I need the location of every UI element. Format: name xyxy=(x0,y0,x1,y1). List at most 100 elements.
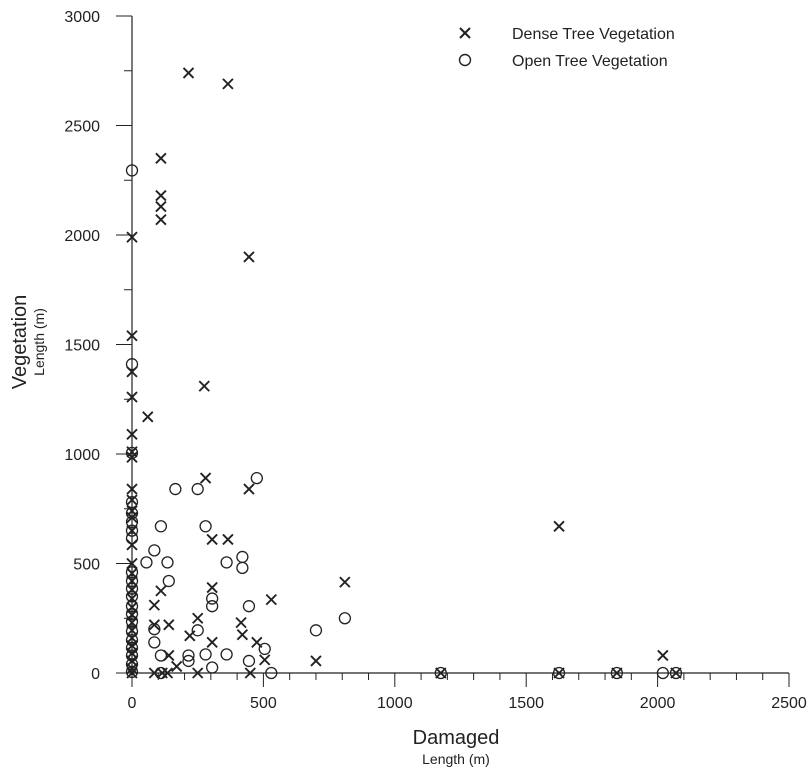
open-point xyxy=(125,615,139,628)
open-point xyxy=(148,623,161,636)
x-tick-label: 2500 xyxy=(771,695,807,712)
open-point xyxy=(162,574,175,588)
open-point xyxy=(125,607,139,621)
y-tick-label: 2500 xyxy=(64,119,100,136)
legend-label-open: Open Tree Vegetation xyxy=(512,53,668,70)
dense-point xyxy=(199,472,212,484)
legend: Dense Tree Vegetation Open Tree Vegetati… xyxy=(458,26,675,70)
open-point xyxy=(199,520,212,533)
dense-point xyxy=(553,520,565,532)
dense-point xyxy=(192,612,204,624)
dense-point xyxy=(126,662,138,675)
open-point xyxy=(236,550,249,564)
open-point xyxy=(148,544,161,557)
open-point xyxy=(242,600,256,613)
y-tick-label: 0 xyxy=(91,666,100,683)
open-point xyxy=(125,649,139,662)
open-point xyxy=(242,654,256,668)
x-tick-label: 1000 xyxy=(377,695,413,712)
open-point xyxy=(125,600,139,613)
open-point xyxy=(140,556,153,569)
open-point xyxy=(191,482,204,496)
data-points xyxy=(125,67,683,680)
x-tick-label: 1500 xyxy=(508,695,544,712)
dense-point xyxy=(265,593,277,606)
open-point xyxy=(125,582,139,595)
dense-point xyxy=(155,585,167,597)
dense-point xyxy=(244,667,256,679)
open-point xyxy=(125,524,139,537)
dense-point xyxy=(126,483,138,495)
dense-point xyxy=(198,380,210,392)
open-point xyxy=(220,648,233,661)
open-point xyxy=(169,482,182,496)
open-point xyxy=(161,556,174,569)
open-point xyxy=(125,625,139,638)
open-point xyxy=(552,666,566,680)
tick-group: 0 500 1000 1500 2000 2500 0 500 1000 1500 2000 2500… xyxy=(64,9,806,712)
y-axis-subtitle: Length (m) xyxy=(31,308,47,376)
x-tick-label: 0 xyxy=(128,695,137,712)
open-point xyxy=(309,624,323,637)
dense-point xyxy=(148,599,161,611)
open-point xyxy=(125,574,139,588)
dense-point xyxy=(126,231,138,243)
open-point xyxy=(154,666,168,680)
dense-point xyxy=(235,616,247,629)
dense-point xyxy=(206,533,218,546)
dense-point xyxy=(184,630,196,642)
dense-point xyxy=(126,451,138,463)
open-point xyxy=(206,592,219,605)
open-point xyxy=(236,561,249,575)
open-point xyxy=(250,471,263,485)
open-point xyxy=(148,636,161,649)
legend-label-dense: Dense Tree Vegetation xyxy=(512,26,675,43)
open-point xyxy=(125,634,139,647)
open-point xyxy=(125,658,139,671)
dense-point xyxy=(657,649,669,662)
open-point xyxy=(258,642,271,656)
y-axis-title: Vegetation xyxy=(9,295,31,390)
dense-point xyxy=(155,152,167,165)
open-point xyxy=(338,612,352,625)
dense-point xyxy=(163,619,175,631)
dense-point xyxy=(182,67,195,79)
open-point xyxy=(206,661,219,674)
dense-point xyxy=(126,494,138,506)
open-point xyxy=(656,666,670,680)
open-point xyxy=(434,666,447,680)
open-point xyxy=(125,665,139,679)
y-tick-label: 2000 xyxy=(64,228,100,245)
open-point xyxy=(125,446,139,460)
dense-point xyxy=(243,251,255,263)
open-point xyxy=(669,666,683,680)
axes xyxy=(131,16,789,674)
dense-point xyxy=(206,636,218,649)
dense-point xyxy=(126,557,138,570)
open-point xyxy=(220,556,233,569)
open-point xyxy=(154,520,168,533)
open-point xyxy=(125,506,139,520)
open-point xyxy=(610,666,624,680)
dense-point xyxy=(259,654,271,666)
y-tick-label: 1500 xyxy=(64,338,100,355)
dense-point xyxy=(222,533,234,546)
x-tick-label: 2000 xyxy=(640,695,676,712)
legend-marker-open xyxy=(458,53,472,67)
dense-point xyxy=(148,619,161,631)
legend-marker-dense xyxy=(459,27,471,39)
dense-point xyxy=(310,655,322,667)
open-point xyxy=(199,648,212,661)
open-point xyxy=(265,666,278,680)
dense-point xyxy=(553,667,565,679)
open-point xyxy=(125,164,139,177)
dense-point xyxy=(243,483,255,495)
open-point xyxy=(182,654,195,668)
dense-point xyxy=(126,391,138,403)
dense-point xyxy=(142,411,154,423)
dense-point xyxy=(192,667,204,679)
dense-point xyxy=(171,660,183,673)
dense-point xyxy=(155,213,167,226)
open-point xyxy=(125,532,139,545)
